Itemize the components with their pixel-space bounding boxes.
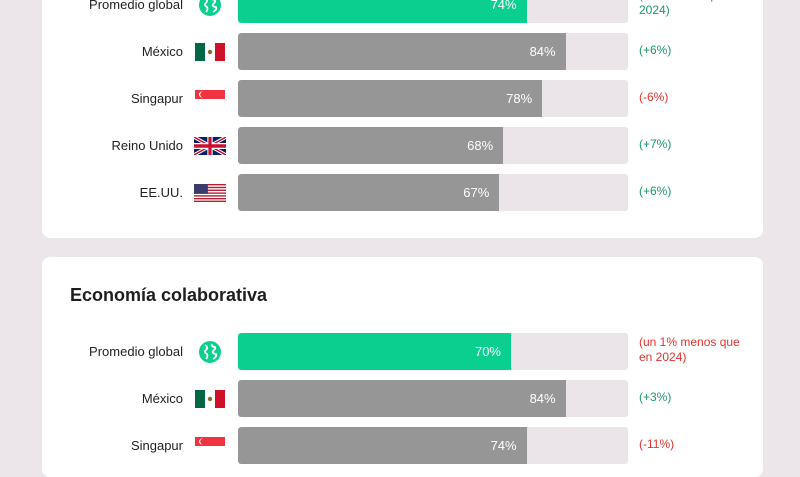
bar-value-label: 74% [490,438,517,453]
bar-value-label: 84% [529,391,556,406]
category-label: Reino Unido [111,138,183,153]
category-label: Singapur [130,91,183,106]
mexico-flag-icon [194,43,226,61]
bar-track: 78% [238,80,628,117]
bar-track: 74% [238,427,628,464]
change-label: (+6%) [639,43,672,57]
bar-row: Promedio global 70% (un 1% menos que en 20… [42,333,763,370]
bar-row: EE.UU. 67% (+6%) [42,174,763,211]
bar: 70% [238,333,511,370]
bar-value-label: 84% [529,44,556,59]
category-label: México [141,44,183,59]
bar-track: 74% [238,0,628,23]
bar: 67% [238,174,500,211]
bar-value-label: 70% [474,344,501,359]
bar: 74% [238,427,527,464]
uk-flag-icon [193,135,227,157]
change-label: (un 3% más que en 2024) [639,0,743,17]
bar-value-label: 67% [463,185,490,200]
change-label: (+7%) [639,137,672,151]
bar-value-label: 74% [490,0,517,12]
change-label: (+3%) [639,390,672,404]
change-label: (-6%) [639,90,669,104]
change-label: (-11%) [639,437,675,451]
bar: 68% [238,127,504,164]
bar-row: Promedio global 74% (un 3% más que en 2024… [42,0,763,23]
bar-track: 84% [238,33,628,70]
bar-row: Singapur 78% (-6%) [42,80,763,117]
bar-row: Singapur 74% (-11%) [42,427,763,464]
category-label: EE.UU. [139,185,183,200]
bar: 84% [238,380,566,417]
bar-row: Reino Unido 68% (+7%) [42,127,763,164]
category-label: Promedio global [89,0,183,12]
category-label: Singapur [130,438,183,453]
singapore-flag-icon [194,437,226,455]
globe-icon [198,0,222,17]
chart-title: Economía colaborativa [70,285,268,305]
change-label: (un 1% menos que en 2024) [639,335,740,364]
bar-track: 68% [238,127,628,164]
bar-value-label: 78% [506,91,533,106]
bar: 84% [238,33,566,70]
category-label: Promedio global [89,344,183,359]
change-label: (+6%) [639,184,672,198]
bar-row: México 84% (+3%) [42,380,763,417]
bar-track: 84% [238,380,628,417]
mexico-flag-icon [194,390,226,408]
usa-flag-icon [194,184,226,202]
chart-card-1: Promedio global 74% (un 3% más que en 2024… [42,0,763,238]
bar: 78% [238,80,543,117]
bar: 74% [238,0,527,23]
chart-card-2: Economía colaborativa Promedio global 70%… [42,257,763,477]
globe-icon [198,340,222,364]
bar-track: 67% [238,174,628,211]
singapore-flag-icon [194,90,226,108]
category-label: México [141,391,183,406]
bar-row: México 84% (+6%) [42,33,763,70]
bar-track: 70% [238,333,628,370]
bar-value-label: 68% [467,138,494,153]
